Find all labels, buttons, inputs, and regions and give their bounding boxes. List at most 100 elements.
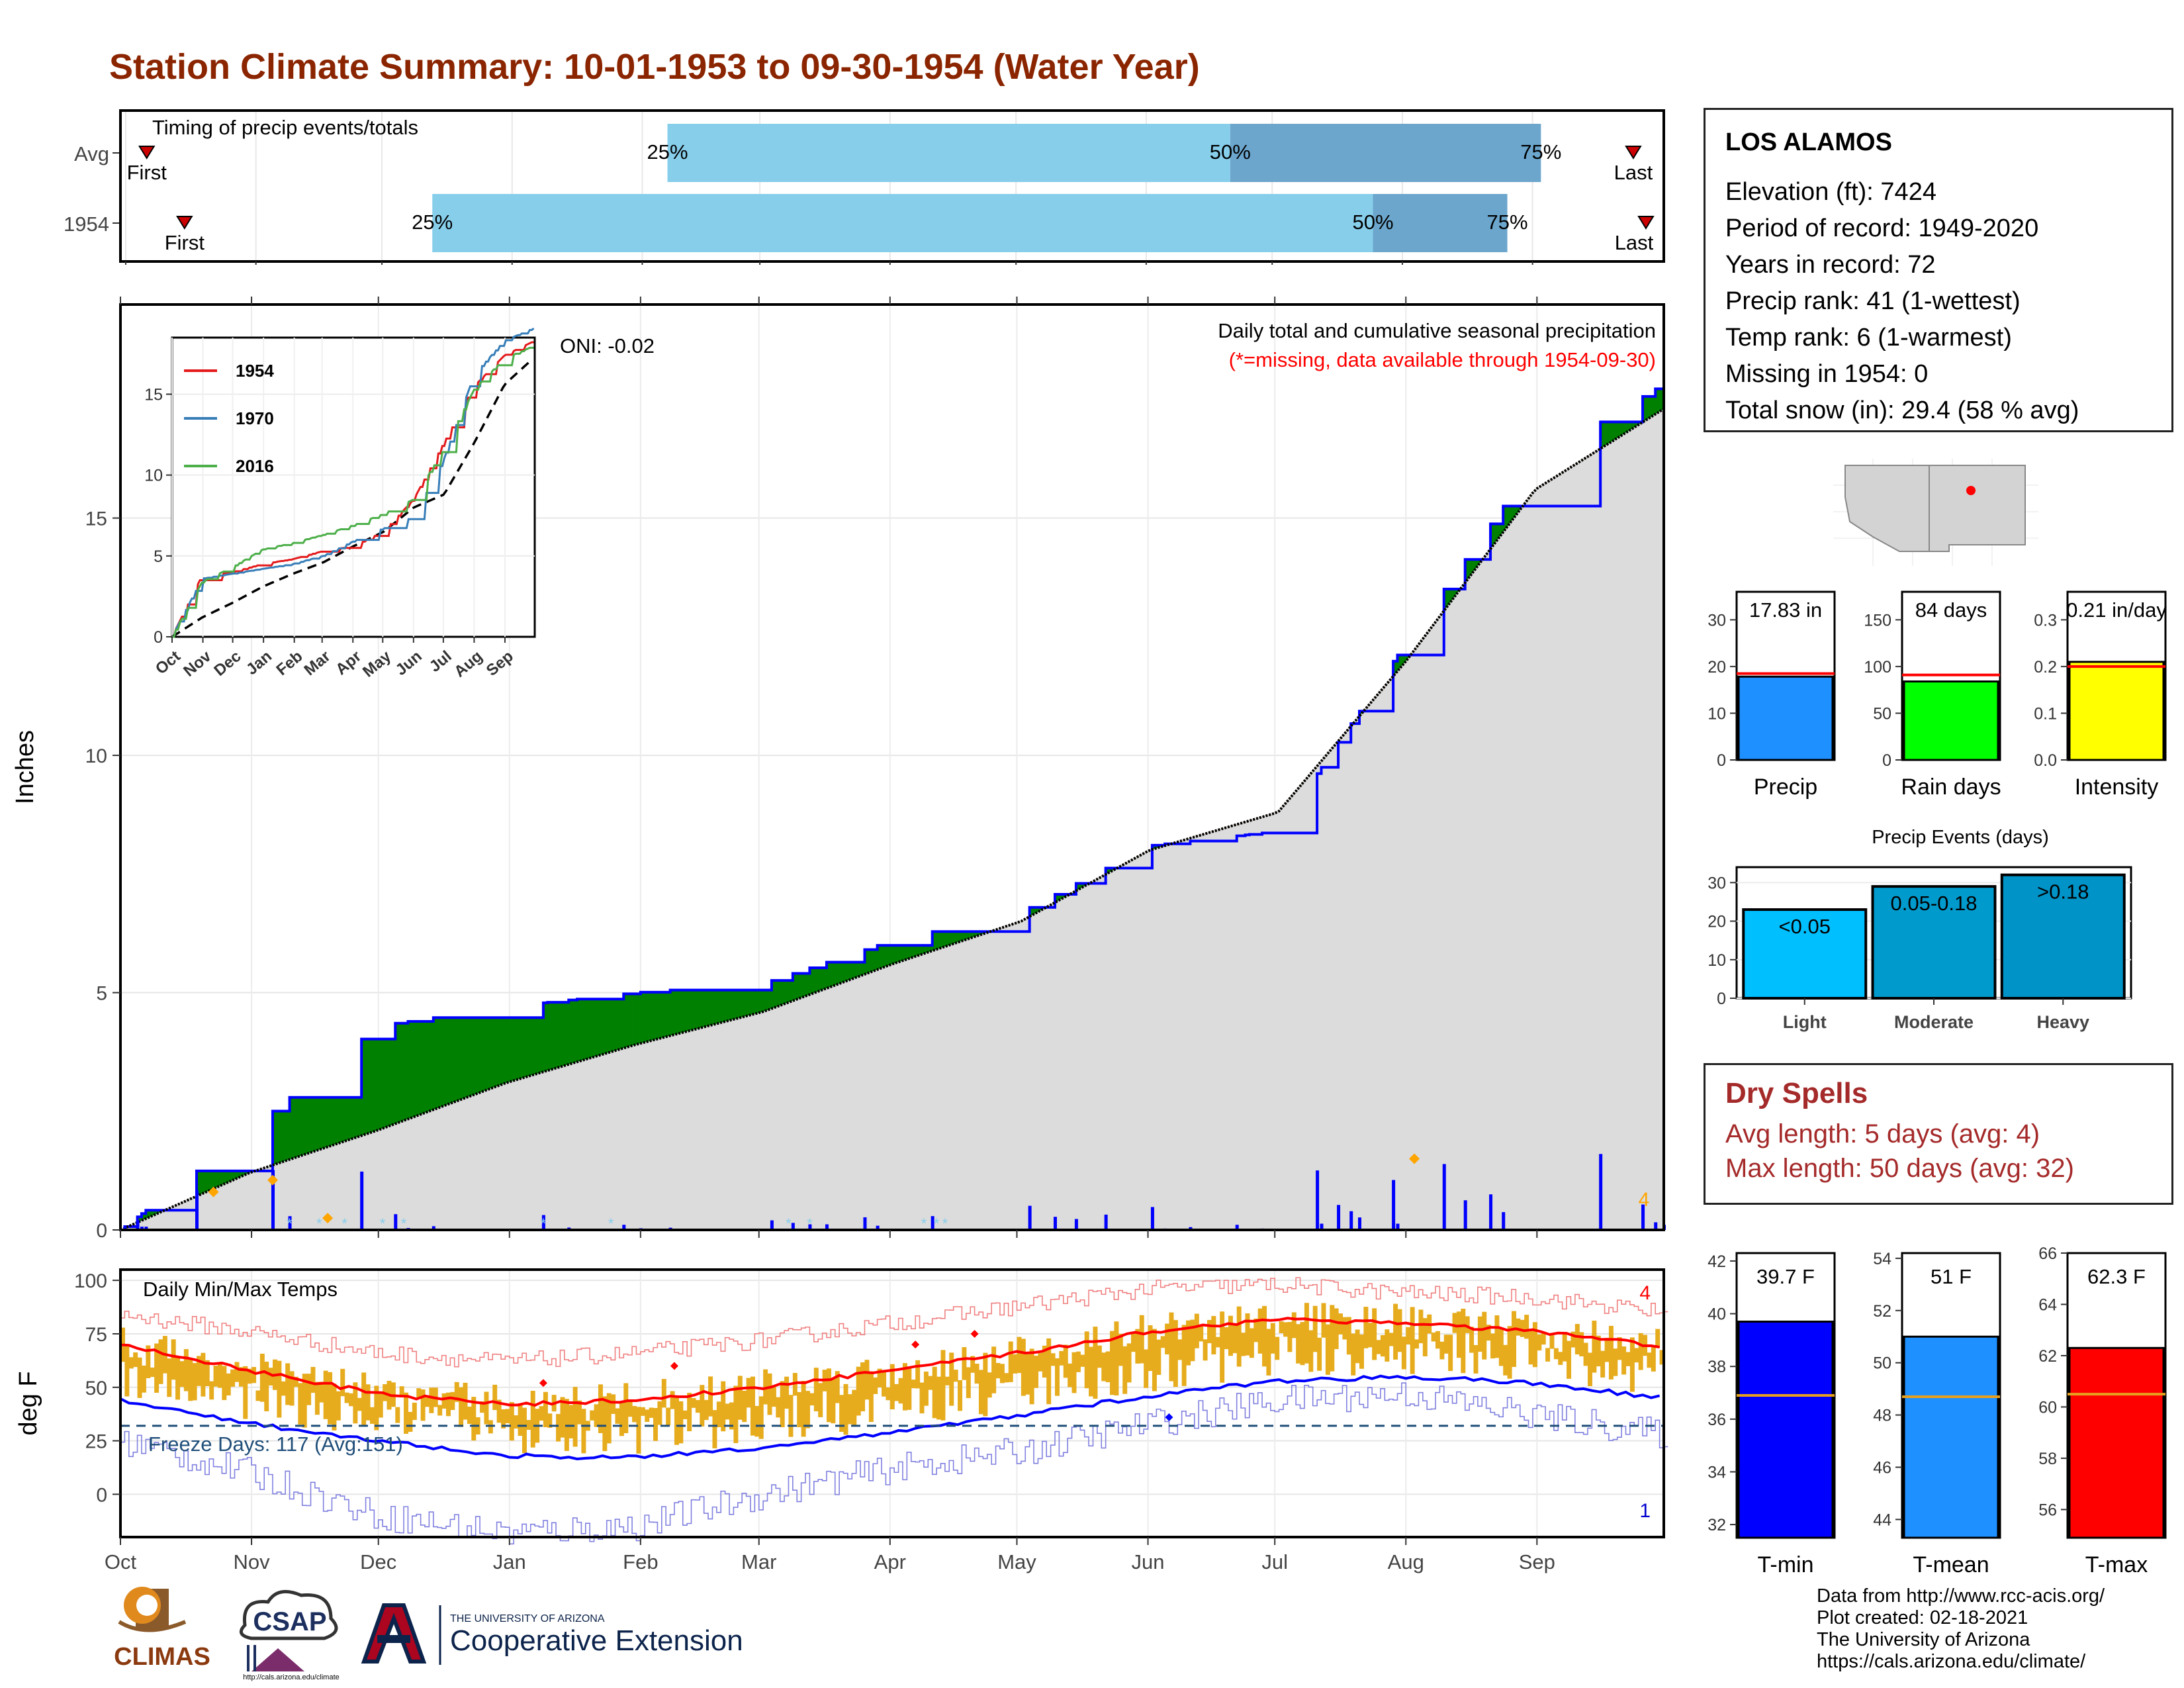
difference-band	[555, 1002, 561, 1069]
inset-ytick-label: 10	[144, 467, 163, 485]
daily-precip-bar	[288, 1216, 292, 1230]
temp-ytick-label: 50	[85, 1378, 107, 1399]
daily-temp-bar	[293, 1376, 298, 1387]
station-location-dot	[1966, 486, 1976, 495]
difference-band	[754, 990, 760, 1015]
ua-small-text: THE UNIVERSITY OF ARIZONA	[450, 1613, 605, 1624]
daily-temp-bar	[238, 1367, 244, 1387]
daily-temp-bar	[1549, 1333, 1555, 1349]
stat-ytick-label: 48	[1873, 1407, 1891, 1425]
daily-temp-bar	[1456, 1311, 1461, 1358]
daily-temp-bar	[594, 1404, 599, 1427]
daily-temp-bar	[666, 1407, 671, 1426]
difference-band	[691, 990, 696, 1031]
difference-band	[886, 945, 891, 967]
daily-temp-bar	[1203, 1339, 1208, 1361]
inset-legend-label: 2016	[236, 456, 274, 476]
daily-temp-bar	[526, 1420, 531, 1430]
daily-temp-bar	[915, 1360, 921, 1389]
difference-band	[369, 1039, 375, 1133]
daily-temp-bar	[222, 1366, 227, 1401]
daily-temp-bar	[1647, 1352, 1652, 1368]
daily-temp-bar	[365, 1384, 371, 1421]
difference-band	[201, 1170, 206, 1195]
daily-temp-bar	[1130, 1331, 1136, 1352]
daily-temp-bar	[729, 1402, 735, 1430]
daily-temp-bar	[1567, 1340, 1572, 1379]
daily-temp-bar	[1537, 1334, 1542, 1351]
daily-temp-bar	[1592, 1321, 1597, 1373]
daily-temp-bar	[1054, 1358, 1060, 1396]
daily-temp-bar	[1469, 1327, 1475, 1353]
difference-band	[387, 1039, 392, 1127]
snow-marker-icon: *	[608, 1215, 614, 1232]
difference-band	[445, 1017, 451, 1105]
difference-band	[551, 1002, 557, 1070]
daily-temp-bar	[1393, 1303, 1398, 1360]
difference-band	[458, 1017, 463, 1101]
daily-temp-bar	[1553, 1348, 1559, 1360]
daily-temp-bar	[1482, 1311, 1487, 1360]
difference-band	[712, 990, 717, 1025]
daily-temp-bar	[645, 1409, 650, 1422]
daily-precip-bar	[931, 1216, 934, 1230]
daily-temp-bar	[1211, 1316, 1216, 1355]
daily-precip-bar	[1396, 1223, 1400, 1230]
timing-p50-label: 50%	[1353, 211, 1394, 234]
daily-temp-bar	[1266, 1329, 1271, 1376]
credit-url: https://cals.arizona.edu/climate/	[1817, 1651, 2086, 1672]
difference-band	[522, 1017, 527, 1079]
daily-temp-bar	[1097, 1345, 1102, 1368]
difference-band	[353, 1097, 358, 1139]
daily-temp-bar	[1410, 1307, 1415, 1374]
daily-temp-bar	[1452, 1313, 1457, 1333]
stat-ytick-label: 0	[1882, 751, 1891, 770]
daily-temp-bar	[459, 1387, 464, 1427]
main-ytick-label: 5	[96, 983, 107, 1005]
daily-temp-bar	[1406, 1327, 1411, 1345]
daily-temp-bar	[399, 1386, 404, 1397]
timing-row-label-1: 1954	[64, 212, 109, 236]
timing-row-label-0: Avg	[74, 142, 109, 165]
daily-temp-bar	[539, 1406, 544, 1421]
daily-temp-bar	[416, 1388, 422, 1398]
precip-events-category-label: Light	[1783, 1012, 1827, 1032]
daily-temp-bar	[328, 1372, 333, 1425]
difference-band	[572, 1000, 578, 1064]
difference-band	[424, 1021, 430, 1113]
difference-band	[720, 990, 725, 1023]
daily-temp-bar	[1435, 1331, 1440, 1349]
daily-temp-bar	[1165, 1323, 1170, 1355]
difference-band	[560, 1002, 565, 1068]
daily-temp-bar	[1042, 1345, 1047, 1378]
daily-precip-bar	[1235, 1225, 1239, 1230]
daily-temp-bar	[289, 1371, 295, 1406]
daily-temp-bar	[678, 1401, 684, 1444]
stat-ytick-label: 54	[1873, 1250, 1891, 1268]
daily-temp-bar	[805, 1391, 811, 1429]
daily-temp-bar	[1241, 1333, 1246, 1356]
missing-note: (*=missing, data available through 1954-…	[1229, 348, 1656, 371]
daily-temp-bar	[454, 1382, 459, 1402]
precip-events-category-label: Heavy	[2036, 1012, 2089, 1032]
credit-data-source: Data from http://www.rcc-acis.org/	[1817, 1585, 2105, 1607]
daily-precip-bar	[1150, 1207, 1154, 1230]
month-label: Nov	[233, 1550, 270, 1573]
daily-precip-bar	[123, 1227, 127, 1230]
daily-temp-bar	[1562, 1334, 1567, 1362]
daily-temp-bar	[133, 1352, 138, 1368]
daily-temp-bar	[314, 1382, 320, 1415]
station-missing: Missing in 1954: 0	[1725, 360, 1929, 388]
daily-temp-bar	[742, 1390, 747, 1423]
record-high-marker-icon	[670, 1362, 678, 1370]
main-frame	[119, 303, 1665, 1231]
daily-temp-bar	[763, 1369, 768, 1405]
difference-band	[889, 945, 895, 966]
daily-temp-bar	[1461, 1309, 1466, 1374]
daily-temp-bar	[302, 1374, 307, 1428]
daily-temp-bar	[1367, 1323, 1373, 1348]
month-label: Apr	[874, 1550, 906, 1573]
precip-events-category-label: Moderate	[1894, 1012, 1974, 1032]
daily-temp-bar	[898, 1378, 903, 1404]
daily-temp-bar	[936, 1376, 942, 1420]
